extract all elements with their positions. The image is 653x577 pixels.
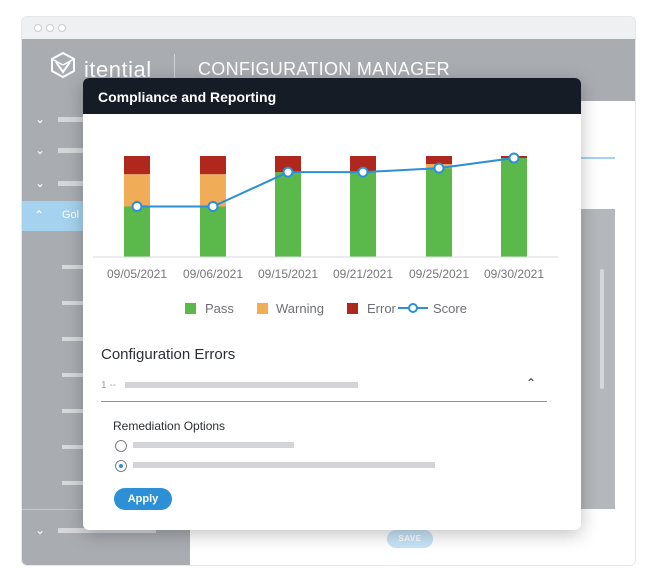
score-point-1 (131, 201, 143, 212)
bar-pass-3 (275, 172, 301, 257)
bar-pass-4 (350, 172, 376, 257)
logo-text: itential (84, 57, 152, 82)
chevron-down-icon: ⌄ (35, 112, 46, 126)
window-minimize-dot[interactable] (46, 24, 54, 32)
remediation-option-1-placeholder (133, 442, 294, 448)
legend-label-error: Error (367, 301, 396, 316)
bar-error-2 (200, 156, 226, 175)
legend-swatch-error (347, 303, 358, 314)
remediation-options-heading: Remediation Options (113, 419, 226, 433)
window-close-dot[interactable] (34, 24, 42, 32)
sidebar-item-active-label: Gol (62, 209, 80, 221)
x-tick-label: 09/06/2021 (183, 267, 243, 281)
scrollbar[interactable] (600, 269, 604, 389)
bar-pass-1 (124, 206, 150, 257)
compliance-chart: 09/05/2021 09/06/2021 09/15/2021 09/21/2021… (93, 152, 558, 281)
legend-swatch-pass (185, 303, 196, 314)
bar-error-1 (124, 156, 150, 175)
score-point-4 (357, 166, 369, 178)
header-divider (174, 54, 175, 84)
chevron-up-icon: ⌃ (34, 208, 45, 222)
x-tick-label: 09/25/2021 (409, 267, 469, 281)
x-tick-label: 09/15/2021 (258, 267, 318, 281)
radio-selected-dot (119, 464, 123, 468)
configuration-errors-heading: Configuration Errors (101, 346, 236, 363)
remediation-radio-1[interactable] (115, 440, 127, 452)
error-row-underline (101, 401, 547, 402)
remediation-radio-2[interactable] (115, 460, 127, 472)
bar-pass-2 (200, 206, 226, 257)
legend-label-warning: Warning (276, 301, 324, 316)
compliance-modal: Compliance and Reporting 09/05/2021 09/06… (83, 78, 581, 530)
window-maximize-dot[interactable] (58, 24, 66, 32)
save-button[interactable]: SAVE (387, 530, 433, 548)
legend-item-error: Error (347, 301, 407, 316)
bar-pass-6 (501, 158, 527, 257)
error-row-text-placeholder (125, 382, 358, 388)
bar-error-5 (426, 156, 452, 165)
itential-logo-icon (51, 51, 75, 79)
remediation-option-2-placeholder (133, 462, 435, 468)
bar-pass-5 (426, 168, 452, 257)
score-point-2 (207, 201, 219, 212)
chevron-up-icon[interactable]: ⌃ (526, 376, 537, 390)
bar-error-4 (350, 156, 376, 173)
score-point-5 (433, 162, 445, 174)
sidebar-item-placeholder (58, 528, 156, 533)
chevron-down-icon: ⌄ (35, 523, 46, 537)
x-tick-label: 09/05/2021 (107, 267, 167, 281)
score-line (137, 157, 515, 208)
modal-header: Compliance and Reporting (83, 78, 581, 114)
bar-error-3 (275, 156, 301, 173)
error-row-label: 1 -- (101, 380, 116, 391)
app-title: CONFIGURATION MANAGER (198, 59, 450, 79)
legend-item-score: Score (397, 301, 487, 316)
chevron-down-icon: ⌄ (35, 176, 46, 190)
legend-item-pass: Pass (185, 301, 245, 316)
modal-title: Compliance and Reporting (98, 89, 277, 105)
legend-line-score (398, 303, 428, 313)
tab-underline (560, 157, 615, 159)
legend-item-warning: Warning (257, 301, 337, 316)
chevron-down-icon: ⌄ (35, 143, 46, 157)
score-point-3 (282, 166, 294, 178)
window-titlebar (22, 17, 635, 39)
x-tick-label: 09/21/2021 (333, 267, 393, 281)
legend-label-pass: Pass (205, 301, 234, 316)
apply-button[interactable]: Apply (114, 488, 172, 510)
legend-swatch-warning (257, 303, 268, 314)
x-tick-label: 09/30/2021 (484, 267, 544, 281)
score-point-6 (508, 152, 520, 164)
legend-label-score: Score (433, 301, 467, 316)
